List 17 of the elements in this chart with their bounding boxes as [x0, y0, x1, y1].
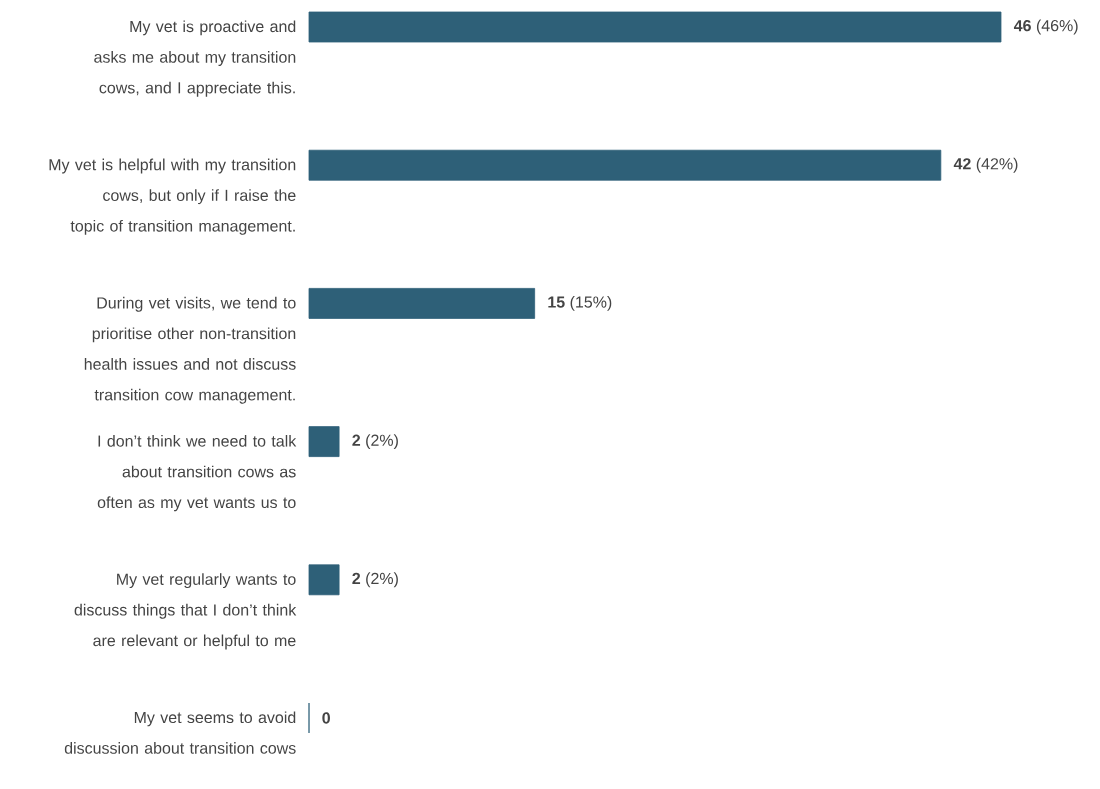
bar — [308, 149, 942, 181]
y-tick-label: My vet is helpful with my transition cows, but only if I raise the topic of transition management. — [49, 158, 296, 235]
y-tick-label: My vet regularly wants to discuss things that I don’t think are relevant or helpful to me — [74, 573, 297, 650]
y-tick-label: My vet is proactive and asks me about my transition cows, and I appreciate this. — [94, 20, 296, 97]
data-label: 2 (2%) — [352, 434, 398, 450]
data-label: 46 (46%) — [1013, 19, 1078, 35]
bar — [308, 426, 340, 457]
bar — [308, 288, 536, 319]
data-label: 2 (2%) — [352, 572, 398, 588]
bar — [308, 11, 1002, 43]
data-label: 42 (42%) — [953, 157, 1018, 173]
data-label: 0 — [322, 712, 330, 724]
y-tick-label: I don’t think we need to talk about transition cows as often as my vet wants us to — [97, 434, 297, 512]
bar — [308, 564, 340, 596]
data-label: 15 (15%) — [548, 295, 612, 311]
y-tick-label: During vet visits, we tend to prioritise other non-transition health issues and not discuss transition cow management. — [84, 296, 296, 404]
y-tick-label: My vet seems to avoid discussion about transition cows — [64, 711, 296, 754]
